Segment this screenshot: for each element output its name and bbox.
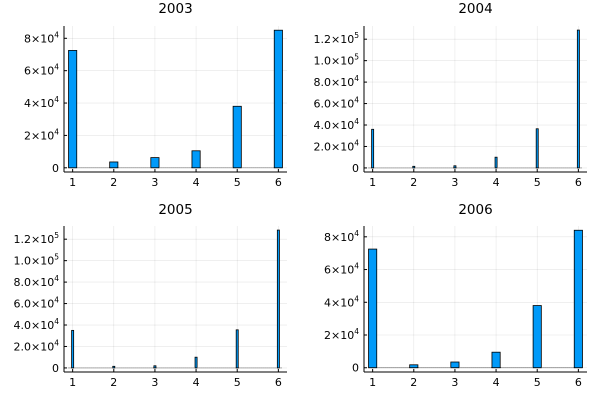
- bar-2006-3: [450, 361, 460, 369]
- chart-title: 2006: [458, 202, 492, 218]
- x-tick-label: 4: [193, 376, 200, 389]
- y-tick-label: 6.0×104: [14, 296, 60, 311]
- y-tick-label: 0: [52, 362, 59, 375]
- y-tick-label: 1.0×105: [314, 53, 360, 68]
- x-tick-label: 3: [151, 176, 158, 189]
- x-tick-label: 1: [69, 376, 76, 389]
- y-tick-label: 2×104: [324, 327, 359, 342]
- bar-2004-1: [371, 128, 375, 169]
- bar-2003-1: [68, 50, 78, 169]
- bar-2005-5: [235, 329, 239, 369]
- bar-2006-4: [491, 351, 501, 369]
- bar-2004-2: [412, 165, 416, 169]
- bar-2006-5: [532, 305, 542, 369]
- y-tick-label: 4×104: [24, 95, 59, 110]
- x-tick-label: 5: [534, 376, 541, 389]
- bar-2005-4: [194, 356, 198, 369]
- x-tick-label: 2: [410, 176, 417, 189]
- y-tick-label: 8.0×104: [14, 274, 60, 289]
- y-tick-label: 0: [52, 162, 59, 175]
- bar-2003-4: [191, 150, 201, 169]
- bar-2005-6: [276, 229, 280, 369]
- y-tick-label: 0: [352, 362, 359, 375]
- x-tick-label: 3: [451, 176, 458, 189]
- y-tick-label: 6.0×104: [314, 96, 360, 111]
- bar-2006-1: [368, 248, 378, 369]
- subplot-2003: 1 2 3 4 5 6 0 2×104 4×104 6×104 8×104 2003: [24, 1, 287, 189]
- y-tick-label: 2.0×104: [14, 338, 60, 353]
- x-tick-label: 4: [493, 376, 500, 389]
- y-tick-label: 8.0×104: [314, 74, 360, 89]
- x-tick-label: 1: [369, 376, 376, 389]
- bar-2005-2: [112, 365, 116, 369]
- x-tick-label: 3: [451, 376, 458, 389]
- x-tick-label: 5: [534, 176, 541, 189]
- bar-2003-5: [232, 105, 242, 169]
- y-tick-label: 0: [352, 162, 359, 175]
- y-tick-label: 1.2×105: [314, 31, 360, 46]
- y-tick-label: 4.0×104: [314, 117, 360, 132]
- x-tick-label: 4: [493, 176, 500, 189]
- y-tick-label: 6×104: [24, 63, 59, 78]
- y-tick-label: 1.0×105: [14, 253, 60, 268]
- x-tick-label: 1: [69, 176, 76, 189]
- bar-2004-6: [576, 29, 580, 169]
- y-tick-label: 4.0×104: [14, 317, 60, 332]
- x-tick-label: 4: [193, 176, 200, 189]
- x-tick-label: 5: [234, 176, 241, 189]
- y-tick-label: 8×104: [24, 30, 59, 45]
- bar-2006-6: [573, 229, 583, 369]
- chart-title: 2004: [458, 1, 492, 17]
- x-tick-label: 1: [369, 176, 376, 189]
- bar-2003-6: [273, 29, 283, 169]
- y-tick-label: 6×104: [324, 262, 359, 277]
- y-tick-label: 2×104: [24, 127, 59, 142]
- bar-2003-2: [109, 161, 119, 169]
- bar-2004-5: [535, 128, 539, 169]
- bar-2005-1: [71, 329, 75, 369]
- x-tick-label: 6: [575, 176, 582, 189]
- bar-2003-3: [150, 157, 160, 169]
- x-tick-label: 2: [410, 376, 417, 389]
- subplot-2006: 1 2 3 4 5 6 0 2×104 4×104 6×104 8×104 2006: [324, 202, 587, 389]
- y-tick-label: 2.0×104: [314, 138, 360, 153]
- x-tick-label: 6: [275, 376, 282, 389]
- y-tick-label: 4×104: [324, 294, 359, 309]
- x-tick-label: 6: [575, 376, 582, 389]
- subplot-2004: 1 2 3 4 5 6 0 2.0×104 4.0×104 6.0×104 8.0×104 1.0×1…: [314, 1, 587, 189]
- bar-2006-2: [409, 364, 419, 369]
- y-tick-label: 8×104: [324, 229, 359, 244]
- x-tick-label: 6: [275, 176, 282, 189]
- x-tick-label: 2: [110, 376, 117, 389]
- bar-2004-4: [494, 156, 498, 169]
- subplot-2005: 1 2 3 4 5 6 0 2.0×104 4.0×104 6.0×104 8.0×104 1.0×1…: [14, 202, 287, 389]
- chart-title: 2005: [158, 202, 192, 218]
- y-tick-label: 1.2×105: [14, 231, 60, 246]
- x-tick-label: 5: [234, 376, 241, 389]
- chart-title: 2003: [158, 1, 192, 17]
- x-tick-label: 2: [110, 176, 117, 189]
- x-tick-label: 3: [151, 376, 158, 389]
